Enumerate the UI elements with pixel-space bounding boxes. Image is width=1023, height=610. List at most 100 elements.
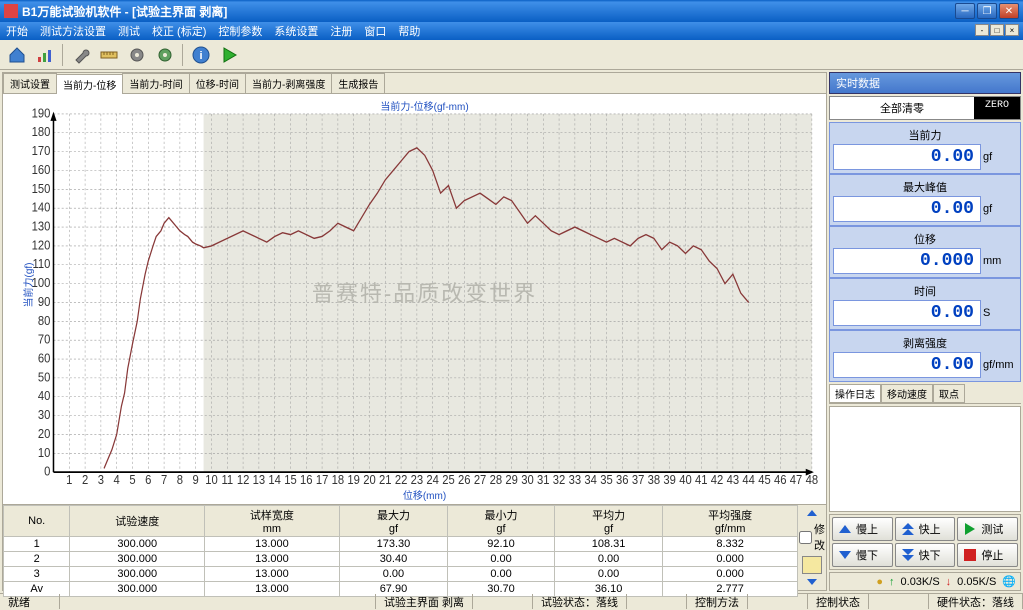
- dn2-icon: [900, 548, 916, 562]
- menu-start[interactable]: 开始: [6, 23, 28, 39]
- app-icon: [4, 4, 18, 18]
- svg-text:21: 21: [379, 472, 392, 487]
- table-row[interactable]: 1300.00013.000173.3092.10108.318.332: [4, 537, 798, 552]
- svg-text:30: 30: [38, 407, 51, 422]
- menu-system[interactable]: 系统设置: [274, 23, 318, 39]
- realtime-header: 实时数据: [829, 72, 1021, 94]
- tab-disp-time[interactable]: 位移-时间: [189, 73, 246, 93]
- close-button[interactable]: ✕: [999, 3, 1019, 19]
- svg-text:23: 23: [411, 472, 424, 487]
- td-2-6: 0.000: [663, 567, 798, 582]
- tab-force-time[interactable]: 当前力-时间: [122, 73, 189, 93]
- logtab-point[interactable]: 取点: [933, 384, 965, 403]
- menu-help[interactable]: 帮助: [398, 23, 420, 39]
- rt-panel-2: 位移 0.000 mm: [829, 226, 1021, 278]
- menu-method[interactable]: 测试方法设置: [40, 23, 106, 39]
- tool-ruler[interactable]: [96, 42, 122, 68]
- tool-play[interactable]: [216, 42, 242, 68]
- ctrl-label-4: 快下: [919, 547, 941, 563]
- svg-text:180: 180: [32, 125, 51, 140]
- tab-peel[interactable]: 当前力-剥离强度: [245, 73, 332, 93]
- up2-icon: [900, 522, 916, 536]
- logtab-speed[interactable]: 移动速度: [881, 384, 933, 403]
- svg-text:27: 27: [474, 472, 487, 487]
- ctrl-up1[interactable]: 慢上: [832, 517, 893, 541]
- td-0-0: 1: [4, 537, 70, 552]
- td-1-3: 30.40: [339, 552, 447, 567]
- tool-settings[interactable]: [152, 42, 178, 68]
- control-grid: 慢上 快上 测试 慢下 快下 停止: [829, 514, 1021, 570]
- svg-text:28: 28: [490, 472, 503, 487]
- menu-calib[interactable]: 校正 (标定): [152, 23, 206, 39]
- table-down-icon[interactable]: [805, 577, 819, 587]
- table-side-button[interactable]: [802, 556, 822, 574]
- td-0-5: 108.31: [554, 537, 662, 552]
- tab-settings[interactable]: 测试设置: [3, 73, 57, 93]
- rt-unit-3: S: [983, 307, 1017, 319]
- td-2-4: 0.00: [448, 567, 555, 582]
- status-ctrl-state: 控制状态: [808, 594, 869, 609]
- modify-checkbox[interactable]: [799, 531, 812, 544]
- zero-button[interactable]: ZERO: [974, 97, 1020, 119]
- status-test: 试验状态：落线: [533, 594, 627, 609]
- rt-value-1: 0.00: [833, 196, 981, 222]
- logtab-log[interactable]: 操作日志: [829, 384, 881, 403]
- th-6: 平均强度gf/mm: [663, 506, 798, 537]
- tool-info[interactable]: i: [188, 42, 214, 68]
- td-0-6: 8.332: [663, 537, 798, 552]
- svg-text:41: 41: [695, 472, 708, 487]
- status-screen: 试验主界面 剥离: [376, 594, 473, 609]
- rt-value-3: 0.00: [833, 300, 981, 326]
- rt-value-4: 0.00: [833, 352, 981, 378]
- ctrl-play[interactable]: 测试: [957, 517, 1018, 541]
- ctrl-dn1[interactable]: 慢下: [832, 543, 893, 567]
- menu-control[interactable]: 控制参数: [218, 23, 262, 39]
- stop-icon: [962, 548, 978, 562]
- mdi-close[interactable]: ×: [1005, 24, 1019, 36]
- ctrl-dn2[interactable]: 快下: [895, 543, 956, 567]
- th-0: No.: [4, 506, 70, 537]
- th-3: 最大力gf: [339, 506, 447, 537]
- ctrl-up2[interactable]: 快上: [895, 517, 956, 541]
- table-up-icon[interactable]: [805, 508, 819, 518]
- td-0-3: 173.30: [339, 537, 447, 552]
- th-2: 试样宽度mm: [205, 506, 340, 537]
- rt-label-2: 位移: [833, 230, 1017, 248]
- rt-label-0: 当前力: [833, 126, 1017, 144]
- table-row[interactable]: 2300.00013.00030.400.000.000.000: [4, 552, 798, 567]
- modify-label: 修改: [814, 521, 825, 553]
- rt-value-2: 0.000: [833, 248, 981, 274]
- minimize-button[interactable]: ─: [955, 3, 975, 19]
- svg-text:50: 50: [38, 370, 51, 385]
- svg-text:34: 34: [584, 472, 597, 487]
- log-box: [829, 406, 1021, 512]
- menu-register[interactable]: 注册: [330, 23, 352, 39]
- menu-test[interactable]: 测试: [118, 23, 140, 39]
- up1-icon: [837, 522, 853, 536]
- ctrl-stop[interactable]: 停止: [957, 543, 1018, 567]
- tool-gear[interactable]: [124, 42, 150, 68]
- rt-value-0: 0.00: [833, 144, 981, 170]
- window-title: B1万能试验机软件 - [试验主界面 剥离]: [22, 3, 955, 20]
- svg-text:130: 130: [32, 219, 51, 234]
- tool-home[interactable]: [4, 42, 30, 68]
- rt-label-4: 剥离强度: [833, 334, 1017, 352]
- menu-window[interactable]: 窗口: [364, 23, 386, 39]
- tool-wrench[interactable]: [68, 42, 94, 68]
- td-2-3: 0.00: [339, 567, 447, 582]
- data-table: No.试验速度试样宽度mm最大力gf最小力gf平均力gf平均强度gf/mm130…: [3, 505, 798, 597]
- tab-force-disp[interactable]: 当前力-位移: [56, 74, 123, 94]
- svg-text:45: 45: [758, 472, 771, 487]
- table-row[interactable]: 3300.00013.0000.000.000.000.000: [4, 567, 798, 582]
- svg-text:i: i: [199, 50, 202, 62]
- svg-text:47: 47: [790, 472, 803, 487]
- mdi-max[interactable]: □: [990, 24, 1004, 36]
- tool-chart[interactable]: [32, 42, 58, 68]
- svg-text:17: 17: [316, 472, 329, 487]
- tab-report[interactable]: 生成报告: [331, 73, 385, 93]
- mdi-min[interactable]: -: [975, 24, 989, 36]
- ctrl-label-0: 慢上: [856, 521, 878, 537]
- svg-text:13: 13: [253, 472, 266, 487]
- maximize-button[interactable]: ❐: [977, 3, 997, 19]
- rt-label-1: 最大峰值: [833, 178, 1017, 196]
